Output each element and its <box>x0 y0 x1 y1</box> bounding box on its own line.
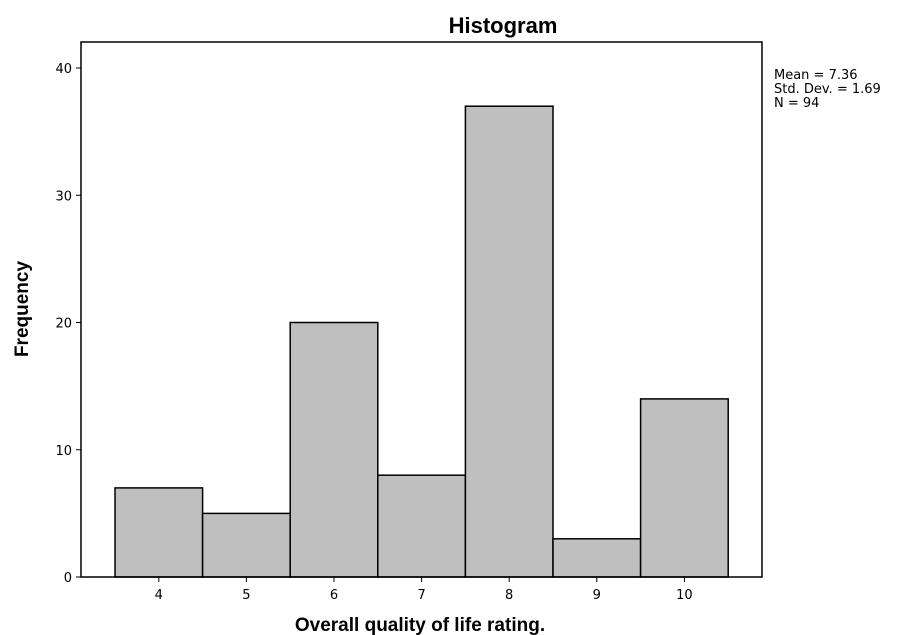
y-axis-label: Frequency <box>12 261 33 358</box>
bars-layer <box>114 105 729 578</box>
x-tick-label: 5 <box>242 588 250 603</box>
x-axis-label: Overall quality of life rating. <box>295 615 545 635</box>
y-tick-label: 40 <box>55 62 72 77</box>
bar-6 <box>289 321 379 578</box>
bar-5 <box>201 512 291 578</box>
chart-title: Histogram <box>449 13 558 38</box>
x-tick-label: 9 <box>593 588 601 603</box>
x-tick-label: 4 <box>155 588 163 603</box>
stats-std-dev: Std. Dev. = 1.69 <box>774 82 881 97</box>
bar-9 <box>552 538 642 578</box>
y-tick-label: 20 <box>55 317 72 332</box>
x-axis: 4 5 6 7 8 9 10 <box>155 577 693 603</box>
x-tick-label: 8 <box>505 588 513 603</box>
y-tick-label: 0 <box>64 571 72 586</box>
y-tick-label: 30 <box>55 189 72 204</box>
x-tick-label: 10 <box>676 588 693 603</box>
bar-4 <box>114 487 204 578</box>
stats-annotation: Mean = 7.36 Std. Dev. = 1.69 N = 94 <box>774 68 881 111</box>
bar-8 <box>464 105 554 578</box>
stats-n: N = 94 <box>774 96 819 111</box>
x-tick-label: 7 <box>417 588 425 603</box>
y-tick-label: 10 <box>55 444 72 459</box>
y-axis: 0 10 20 30 40 <box>55 62 81 586</box>
bar-7 <box>377 474 467 578</box>
stats-mean: Mean = 7.36 <box>774 68 858 83</box>
bar-10 <box>639 398 729 578</box>
x-tick-label: 6 <box>330 588 338 603</box>
